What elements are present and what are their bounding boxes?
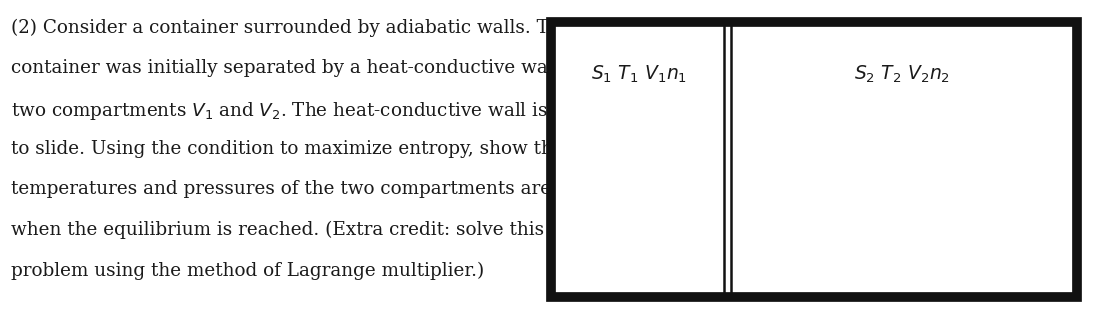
Text: (2) Consider a container surrounded by adiabatic walls. The: (2) Consider a container surrounded by a… bbox=[11, 19, 572, 37]
Text: when the equilibrium is reached. (Extra credit: solve this: when the equilibrium is reached. (Extra … bbox=[11, 221, 544, 239]
Text: $S_2\ T_2\ V_2 n_2$: $S_2\ T_2\ V_2 n_2$ bbox=[854, 63, 950, 85]
Text: $S_1\ T_1\ V_1 n_1$: $S_1\ T_1\ V_1 n_1$ bbox=[591, 63, 688, 85]
Text: two compartments $V_1$ and $V_2$. The heat-conductive wall is free: two compartments $V_1$ and $V_2$. The he… bbox=[11, 100, 591, 122]
Text: to slide. Using the condition to maximize entropy, show that the: to slide. Using the condition to maximiz… bbox=[11, 140, 608, 158]
Text: problem using the method of Lagrange multiplier.): problem using the method of Lagrange mul… bbox=[11, 262, 484, 280]
Text: container was initially separated by a heat-conductive wall into: container was initially separated by a h… bbox=[11, 59, 602, 77]
Text: temperatures and pressures of the two compartments are equal: temperatures and pressures of the two co… bbox=[11, 181, 609, 198]
